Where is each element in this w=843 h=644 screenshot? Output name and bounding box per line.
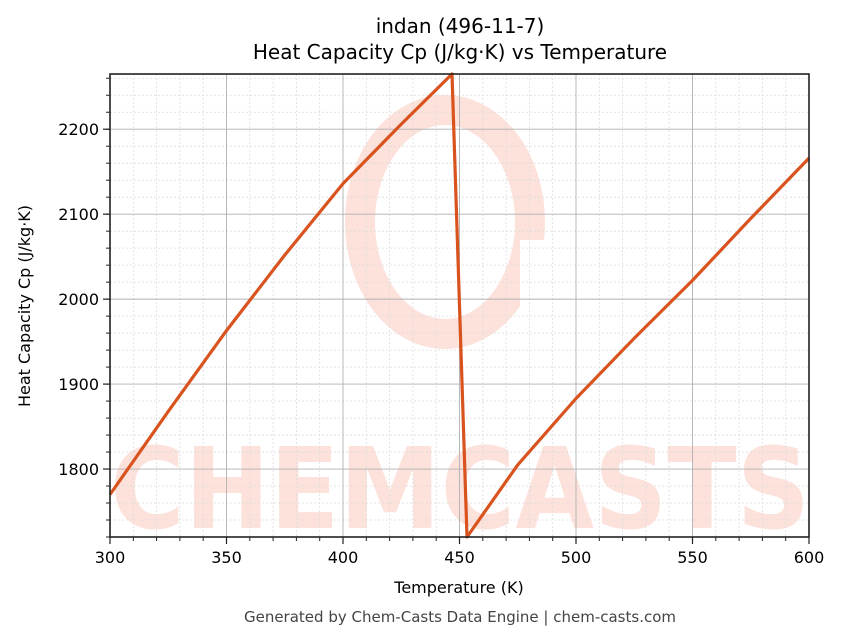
watermark-c-gap	[520, 240, 580, 310]
x-tick-label: 600	[794, 548, 825, 567]
x-tick-label: 500	[561, 548, 592, 567]
x-tick-label: 450	[444, 548, 475, 567]
footer-credit: Generated by Chem-Casts Data Engine | ch…	[243, 608, 677, 626]
axes: 300 350 400 450 500 550 600 1800 1900 2000 2100 220…	[58, 73, 825, 567]
y-tick-label: 2000	[58, 290, 99, 309]
y-tick-label: 1900	[58, 375, 99, 394]
x-tick-label: 350	[211, 548, 242, 567]
cp-line	[108, 72, 811, 539]
chart-title-line1: indan (496-11-7)	[375, 14, 545, 38]
x-tick-label: 400	[328, 548, 359, 567]
y-tick-label: 2100	[58, 205, 99, 224]
x-tick-label: 300	[95, 548, 126, 567]
chart-title-line2: Heat Capacity Cp (J/kg·K) vs Temperature	[252, 40, 668, 64]
y-axis-label: Heat Capacity Cp (J/kg·K)	[15, 205, 34, 407]
watermark-c-swirl	[345, 95, 545, 349]
y-tick-label: 2200	[58, 120, 99, 139]
y-tick-label: 1800	[58, 460, 99, 479]
x-tick-label: 550	[677, 548, 708, 567]
x-axis-label: Temperature (K)	[393, 578, 523, 597]
watermark-text: CHEMCASTS	[110, 425, 810, 555]
data-series	[108, 72, 811, 539]
